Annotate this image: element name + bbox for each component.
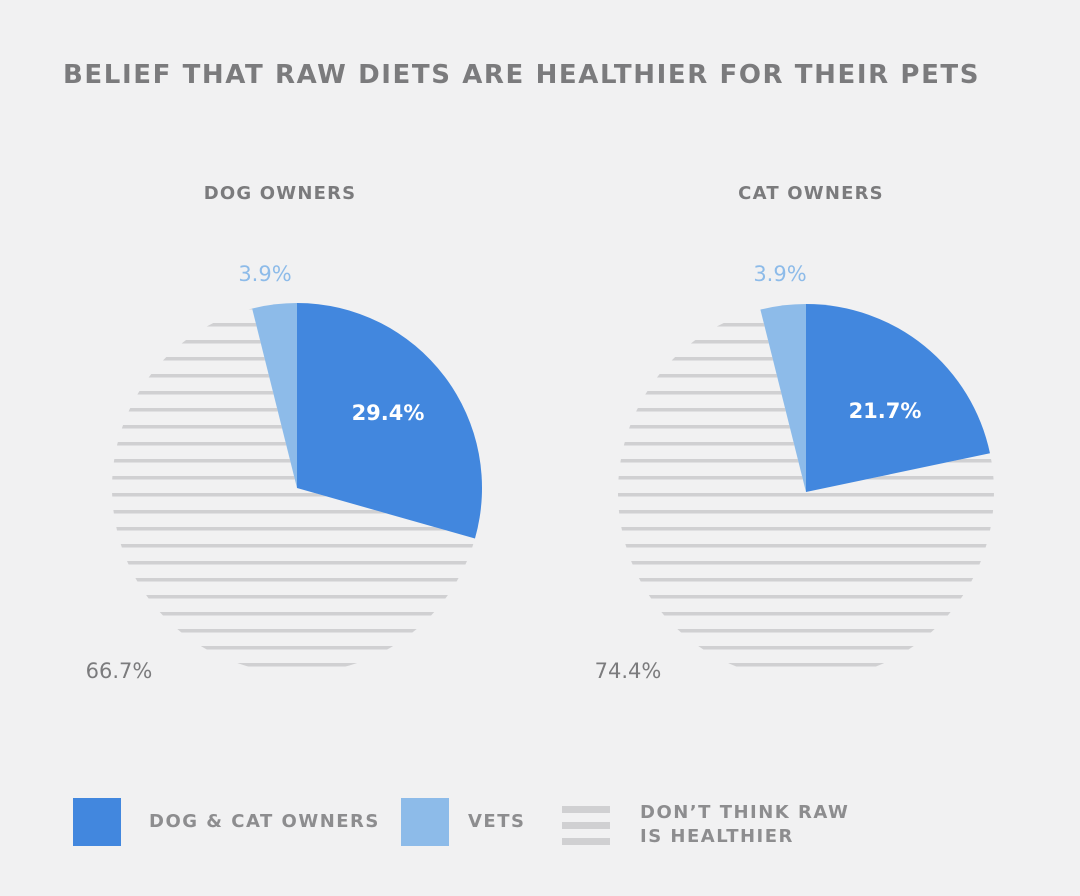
legend-label-vets: VETS: [468, 810, 525, 834]
pie-slice-dog-and-cat-owners: [297, 303, 483, 539]
legend-swatch-vets: [401, 798, 449, 846]
pie-charts: DOG OWNERS 29.4% 3.9% 66.7% CAT OWNERS 2…: [86, 183, 994, 683]
pie-title-cat-owners: CAT OWNERS: [738, 183, 884, 204]
pie-dog-owners: DOG OWNERS 29.4% 3.9% 66.7%: [86, 183, 483, 683]
legend-swatch-dont-think: [562, 806, 610, 845]
slice-label-dont-think: 66.7%: [86, 659, 153, 683]
slice-label-owners: 29.4%: [352, 401, 425, 425]
pie-cat-owners: CAT OWNERS 21.7% 3.9% 74.4%: [595, 183, 994, 683]
pie-title-dog-owners: DOG OWNERS: [204, 183, 357, 204]
pie-slice-dont-think-raw: [112, 308, 475, 674]
legend-swatch-owners: [73, 798, 121, 846]
legend-label-line: DOG & CAT OWNERS: [149, 811, 380, 832]
slice-label-vets: 3.9%: [238, 262, 291, 286]
pie-slice-vets: [252, 303, 297, 488]
slice-label-dont-think: 74.4%: [595, 659, 662, 683]
pie-slice-dog-and-cat-owners: [806, 304, 990, 492]
pie-slice-vets: [760, 304, 806, 492]
slice-label-owners: 21.7%: [849, 399, 922, 423]
pie-slice-dont-think-raw: [617, 309, 994, 681]
legend-label-line-1: DON’T THINK RAW: [640, 802, 850, 823]
legend-label-dont-think: DON’T THINK RAW IS HEALTHIER: [640, 801, 849, 849]
legend-label-line: VETS: [468, 811, 526, 832]
legend-label-owners: DOG & CAT OWNERS: [149, 810, 380, 834]
slice-label-vets: 3.9%: [753, 262, 806, 286]
chart-title: BELIEF THAT RAW DIETS ARE HEALTHIER FOR …: [63, 60, 981, 90]
legend-label-line-2: IS HEALTHIER: [640, 826, 794, 847]
